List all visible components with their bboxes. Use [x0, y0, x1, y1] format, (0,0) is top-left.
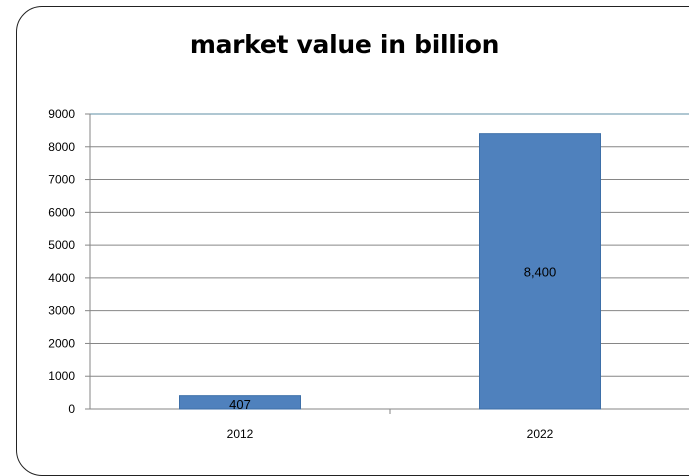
bar-2022[interactable]: [479, 133, 601, 410]
y-tick-label: 1000: [48, 369, 75, 383]
y-tick-label: 8000: [48, 140, 75, 154]
y-tick-label: 3000: [48, 304, 75, 318]
y-tick-label: 9000: [48, 107, 75, 121]
bar-2012[interactable]: [179, 395, 301, 410]
y-tick-label: 5000: [48, 238, 75, 252]
data-label: 407: [229, 397, 251, 412]
y-tick-label: 7000: [48, 173, 75, 187]
y-tick-label: 2000: [48, 336, 75, 350]
x-tick-label: 2022: [527, 427, 554, 441]
chart-title: market value in billion: [189, 30, 500, 59]
data-label: 8,400: [524, 264, 557, 279]
y-tick-label: 6000: [48, 205, 75, 219]
y-tick-label: 0: [68, 402, 75, 416]
bar-chart: 0 1000 2000 3000 4000 5000 6000 7000 8000 9000 201…: [48, 107, 689, 441]
x-tick-label: 2012: [227, 427, 254, 441]
y-tick-label: 4000: [48, 271, 75, 285]
